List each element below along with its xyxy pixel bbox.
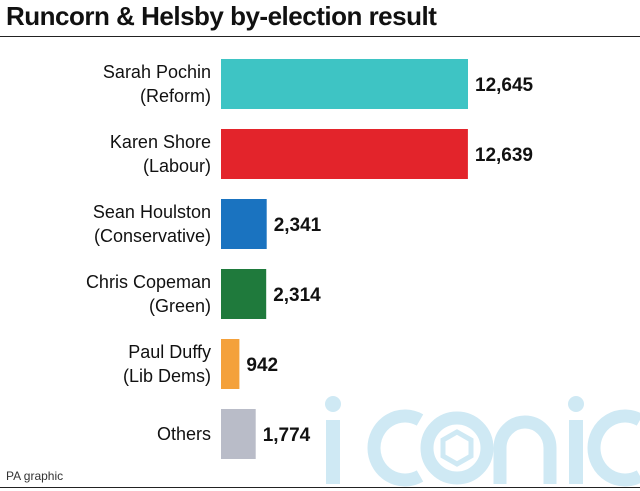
category-label-3-1: (Green) — [149, 296, 211, 316]
category-label-4-1: (Lib Dems) — [123, 366, 211, 386]
iconic-watermark — [325, 396, 640, 487]
value-label-3: 2,314 — [273, 285, 321, 306]
value-label-2: 2,341 — [274, 215, 322, 236]
footer-divider — [0, 487, 640, 488]
bar-0 — [221, 59, 468, 109]
category-label-3-0: Chris Copeman — [86, 272, 211, 292]
source-credit: PA graphic — [6, 469, 64, 483]
category-label-4-0: Paul Duffy — [128, 342, 211, 362]
bar-2 — [221, 199, 267, 249]
bar-3 — [221, 269, 267, 319]
chart-title: Runcorn & Helsby by-election result — [6, 1, 437, 31]
category-label-5-0: Others — [157, 424, 211, 444]
bar-1 — [221, 129, 468, 179]
category-label-1-1: (Labour) — [143, 156, 211, 176]
title-divider — [0, 36, 640, 37]
bar-5 — [221, 409, 256, 459]
value-label-0: 12,645 — [475, 75, 534, 96]
category-label-2-0: Sean Houlston — [93, 202, 211, 222]
value-label-1: 12,639 — [475, 145, 533, 166]
value-label-4: 942 — [246, 355, 278, 376]
category-label-2-1: (Conservative) — [94, 226, 211, 246]
bar-4 — [221, 339, 240, 389]
value-label-5: 1,774 — [263, 425, 311, 446]
category-label-0-0: Sarah Pochin — [103, 62, 211, 82]
category-label-0-1: (Reform) — [140, 86, 211, 106]
category-label-1-0: Karen Shore — [110, 132, 211, 152]
